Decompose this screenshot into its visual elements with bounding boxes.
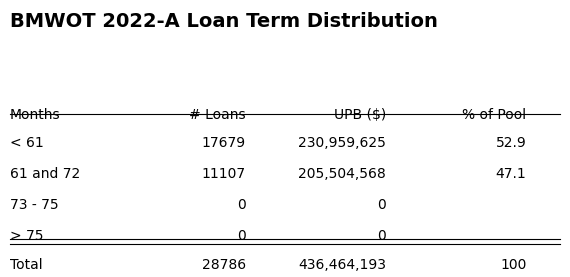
Text: 0: 0: [237, 198, 246, 212]
Text: > 75: > 75: [10, 229, 43, 243]
Text: 28786: 28786: [202, 258, 246, 272]
Text: < 61: < 61: [10, 136, 43, 150]
Text: 52.9: 52.9: [496, 136, 527, 150]
Text: Months: Months: [10, 108, 60, 122]
Text: 0: 0: [377, 198, 386, 212]
Text: % of Pool: % of Pool: [462, 108, 527, 122]
Text: 11107: 11107: [202, 167, 246, 181]
Text: 0: 0: [237, 229, 246, 243]
Text: 100: 100: [500, 258, 527, 272]
Text: 230,959,625: 230,959,625: [298, 136, 386, 150]
Text: # Loans: # Loans: [189, 108, 246, 122]
Text: BMWOT 2022-A Loan Term Distribution: BMWOT 2022-A Loan Term Distribution: [10, 12, 438, 31]
Text: 61 and 72: 61 and 72: [10, 167, 80, 181]
Text: 73 - 75: 73 - 75: [10, 198, 58, 212]
Text: 205,504,568: 205,504,568: [298, 167, 386, 181]
Text: 436,464,193: 436,464,193: [298, 258, 386, 272]
Text: 17679: 17679: [202, 136, 246, 150]
Text: 47.1: 47.1: [496, 167, 527, 181]
Text: 0: 0: [377, 229, 386, 243]
Text: Total: Total: [10, 258, 42, 272]
Text: UPB ($): UPB ($): [334, 108, 386, 122]
